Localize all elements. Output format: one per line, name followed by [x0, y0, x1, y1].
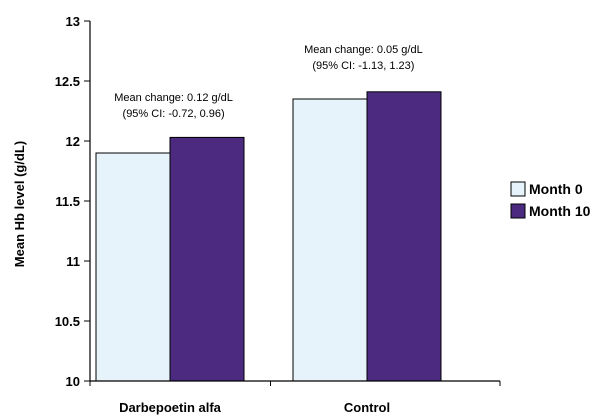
y-tick-label: 13: [66, 14, 80, 29]
category-label-0: Darbepoetin alfa: [119, 400, 222, 415]
legend-label-0: Month 0: [529, 181, 583, 197]
bar-month-10-0: [169, 136, 245, 382]
y-tick-label: 10.5: [55, 314, 80, 329]
y-tick-label: 11.5: [55, 194, 80, 209]
legend-swatch-0: [510, 181, 526, 197]
bar-month-0-0: [95, 152, 171, 382]
y-axis-title: Mean Hb level (g/dL): [12, 141, 27, 267]
annotations-group: Mean change: 0.12 g/dL (95% CI: -0.72, 0.…: [114, 44, 422, 120]
legend-label-1: Month 10: [529, 203, 591, 219]
annotation-line: (95% CI: -0.72, 0.96): [123, 108, 225, 120]
legend: Month 0 Month 10: [505, 177, 607, 229]
annotation-line: Mean change: 0.12 g/dL: [114, 92, 233, 104]
category-label-1: Control: [344, 400, 390, 415]
y-axis-ticks: 10 10.5 11 11.5 12 12.5 13: [55, 14, 90, 389]
annotation-line: Mean change: 0.05 g/dL: [304, 44, 423, 56]
y-tick-label: 12.5: [55, 74, 80, 89]
category-labels: Darbepoetin alfa Control: [119, 400, 390, 415]
bar-month-10-1: [366, 91, 442, 382]
axes: [89, 21, 501, 386]
annotation-line: (95% CI: -1.13, 1.23): [312, 60, 414, 72]
y-tick-label: 12: [66, 134, 80, 149]
y-tick-label: 10: [66, 374, 80, 389]
bars-group: [95, 91, 442, 382]
legend-swatch-1: [510, 203, 526, 219]
bar-month-0-1: [292, 98, 368, 382]
y-tick-label: 11: [66, 254, 80, 269]
